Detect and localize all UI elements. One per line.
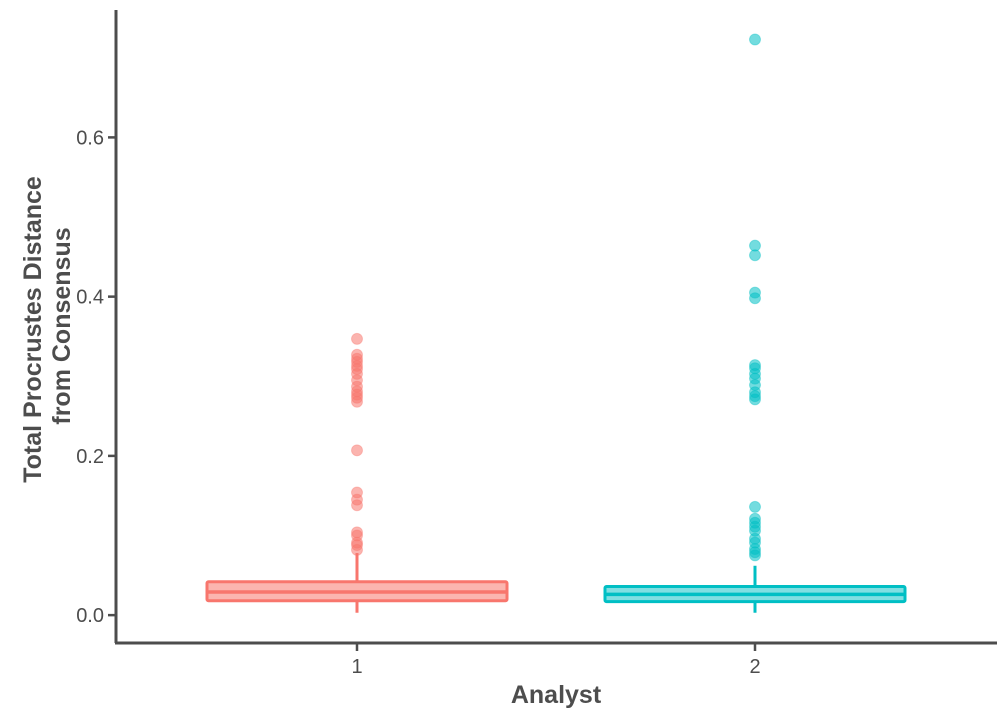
y-tick-label: 0.4 xyxy=(76,287,104,309)
y-tick-label: 0.0 xyxy=(76,605,104,627)
outlier-point xyxy=(351,444,363,457)
outlier-point xyxy=(351,332,363,345)
outlier-point xyxy=(351,348,363,361)
x-axis-title: Analyst xyxy=(511,681,602,709)
x-tick-label: 2 xyxy=(749,656,760,678)
boxes-layer xyxy=(205,553,907,613)
outlier-point xyxy=(749,33,761,46)
outliers-layer xyxy=(351,33,761,562)
y-ticks: 0.0 0.2 0.4 0.6 xyxy=(76,127,116,627)
box-group-1 xyxy=(205,553,509,613)
y-tick-label: 0.2 xyxy=(76,446,104,468)
outlier-point xyxy=(351,486,363,499)
box-group-2 xyxy=(603,565,907,613)
x-tick-label: 1 xyxy=(351,656,362,678)
y-tick-label: 0.6 xyxy=(76,127,104,149)
y-axis-title: Total Procrustes Distance from Consensus xyxy=(19,169,76,483)
y-axis-title-line-1: Total Procrustes Distance xyxy=(19,176,47,483)
y-axis-title-line-2: from Consensus xyxy=(48,227,76,424)
outlier-point xyxy=(749,239,761,252)
outlier-point xyxy=(351,526,363,539)
outlier-point xyxy=(749,359,761,372)
outlier-point xyxy=(749,500,761,513)
outlier-point xyxy=(749,512,761,525)
outlier-point xyxy=(749,286,761,299)
